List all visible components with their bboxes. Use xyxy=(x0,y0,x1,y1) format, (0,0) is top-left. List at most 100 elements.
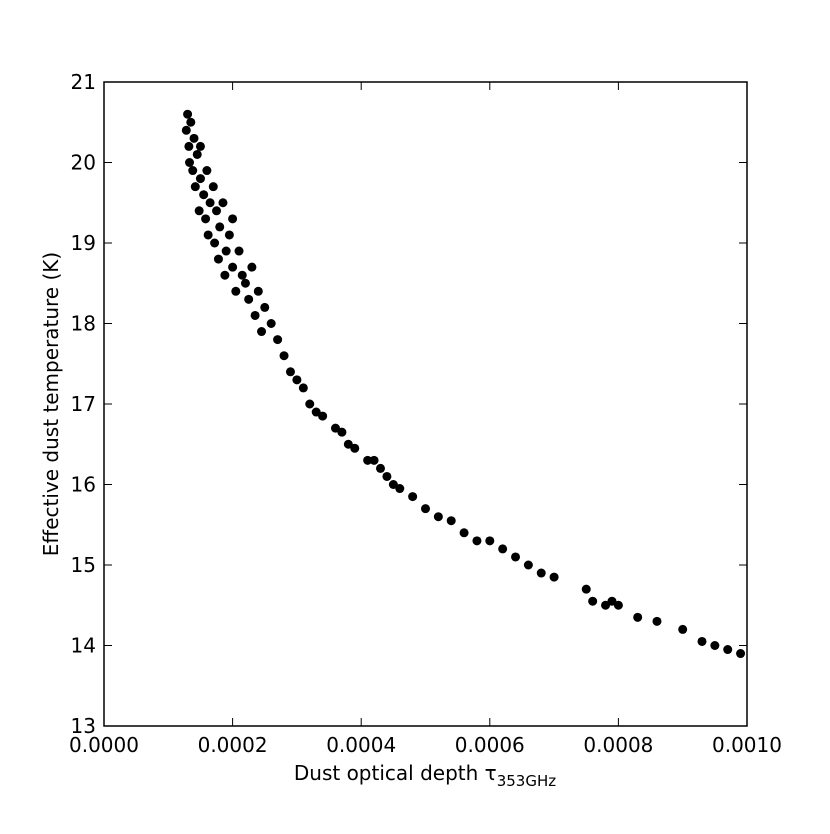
scatter-point xyxy=(195,174,205,184)
scatter-point xyxy=(375,463,385,473)
scatter-point xyxy=(228,262,238,272)
scatter-point xyxy=(337,427,347,437)
scatter-point xyxy=(697,636,707,646)
scatter-point xyxy=(190,182,200,192)
scatter-point xyxy=(472,536,482,546)
scatter-point xyxy=(363,455,373,465)
x-tick-label: 0.0010 xyxy=(712,733,782,757)
y-tick-label: 17 xyxy=(71,392,96,416)
scatter-point xyxy=(260,302,270,312)
x-axis-label-sub: 353GHz xyxy=(497,772,557,790)
scatter-point xyxy=(652,616,662,626)
scatter-point xyxy=(305,399,315,409)
scatter-point xyxy=(215,222,225,232)
scatter-point xyxy=(240,278,250,288)
x-axis-label: Dust optical depth τ353GHz xyxy=(294,761,556,790)
scatter-point xyxy=(350,443,360,453)
scatter-point xyxy=(253,286,263,296)
scatter-point xyxy=(736,649,746,659)
scatter-point xyxy=(257,327,267,337)
x-tick-label: 0.0006 xyxy=(455,733,525,757)
scatter-point xyxy=(203,230,213,240)
scatter-point xyxy=(221,246,231,256)
scatter-point xyxy=(201,214,211,224)
scatter-point xyxy=(395,484,405,494)
scatter-point xyxy=(523,560,533,570)
y-tick-label: 20 xyxy=(71,151,96,175)
scatter-point xyxy=(382,471,392,481)
scatter-point xyxy=(192,149,202,159)
scatter-point xyxy=(208,182,218,192)
scatter-point xyxy=(205,198,215,208)
scatter-point xyxy=(511,552,521,562)
y-tick-label: 13 xyxy=(71,714,96,738)
scatter-point xyxy=(237,270,247,280)
y-tick-label: 14 xyxy=(71,634,96,658)
scatter-point xyxy=(184,141,194,151)
scatter-point xyxy=(459,528,469,538)
y-tick-label: 16 xyxy=(71,473,96,497)
scatter-point xyxy=(536,568,546,578)
scatter-point xyxy=(498,544,508,554)
x-tick-label: 0.0004 xyxy=(326,733,396,757)
scatter-point xyxy=(285,367,295,377)
x-tick-label: 0.0000 xyxy=(69,733,139,757)
scatter-point xyxy=(231,286,241,296)
scatter-point xyxy=(228,214,238,224)
scatter-point xyxy=(247,262,257,272)
x-tick-label: 0.0002 xyxy=(198,733,268,757)
scatter-point xyxy=(298,383,308,393)
scatter-point xyxy=(343,439,353,449)
scatter-point xyxy=(189,133,199,143)
scatter-point xyxy=(220,270,230,280)
scatter-point xyxy=(710,641,720,650)
scatter-point xyxy=(195,141,205,151)
y-axis-label: Effective dust temperature (K) xyxy=(39,252,63,556)
scatter-point xyxy=(250,310,260,320)
scatter-point xyxy=(311,407,321,417)
x-tick-label: 0.0008 xyxy=(583,733,653,757)
scatter-point xyxy=(549,572,559,582)
scatter-point xyxy=(292,375,302,385)
scatter-point xyxy=(388,480,398,489)
scatter-point xyxy=(234,246,244,256)
scatter-point xyxy=(613,600,623,610)
scatter-point xyxy=(633,612,643,622)
scatter-point xyxy=(244,294,254,304)
scatter-point xyxy=(213,254,223,264)
scatter-point xyxy=(330,423,340,433)
scatter-point xyxy=(273,335,283,345)
scatter-point xyxy=(279,351,289,361)
scatter-point xyxy=(588,596,598,606)
scatter-point xyxy=(318,411,328,421)
scatter-point xyxy=(202,166,212,176)
scatter-point xyxy=(607,596,617,606)
scatter-point xyxy=(183,109,193,119)
scatter-point xyxy=(218,198,228,208)
scatter-point xyxy=(446,516,456,526)
scatter-point xyxy=(485,536,495,546)
scatter-point xyxy=(181,125,191,135)
y-tick-label: 19 xyxy=(71,231,96,255)
x-axis-label-main: Dust optical depth τ xyxy=(294,761,497,785)
y-tick-label: 18 xyxy=(71,312,96,336)
scatter-point xyxy=(408,492,418,502)
y-tick-label: 21 xyxy=(71,70,96,94)
scatter-point xyxy=(212,206,222,216)
scatter-point xyxy=(723,645,733,655)
scatter-point xyxy=(678,624,688,634)
scatter-point xyxy=(433,512,443,522)
y-tick-label: 15 xyxy=(71,553,96,577)
scatter-point xyxy=(581,584,591,594)
scatter-point xyxy=(369,455,379,465)
scatter-point xyxy=(210,238,220,248)
scatter-point xyxy=(601,600,611,610)
scatter-point xyxy=(194,206,204,216)
scatter-point xyxy=(224,230,234,240)
scatter-point xyxy=(185,158,195,167)
scatter-point xyxy=(421,504,430,514)
scatter-point xyxy=(188,166,198,176)
scatter-point xyxy=(199,190,209,200)
scatter-point xyxy=(186,117,196,127)
